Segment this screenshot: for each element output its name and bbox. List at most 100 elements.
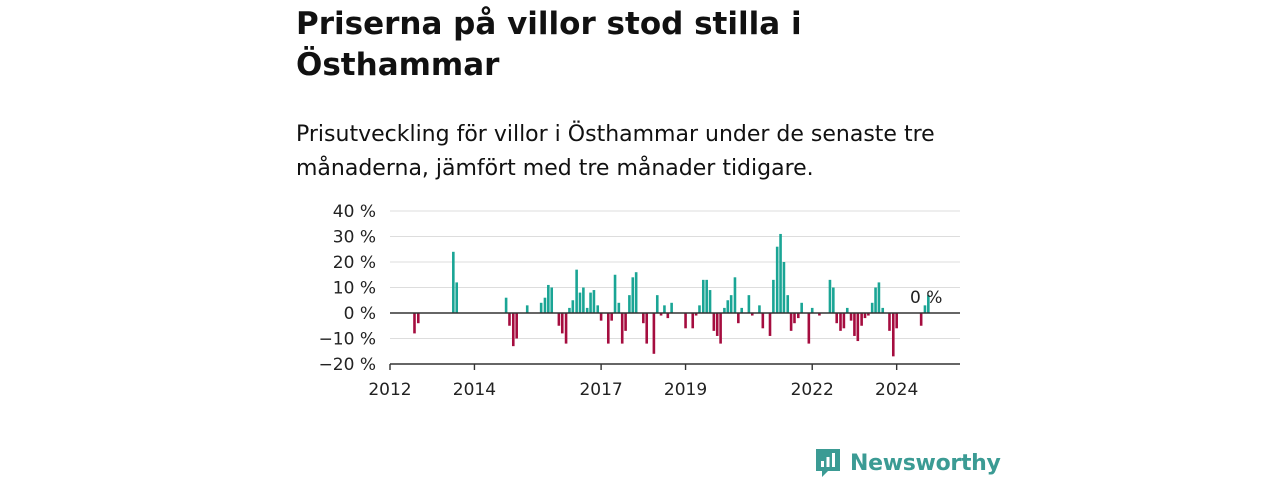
chart-title: Priserna på villor stod stilla i Östhamm… [296,6,802,83]
bar [568,307,571,313]
bar [870,302,874,313]
bar [455,282,459,313]
bar [589,292,592,313]
bar [712,313,716,331]
bar [543,297,547,313]
bar [881,307,885,313]
bar [818,313,821,316]
bar [610,313,613,321]
bar [891,313,895,357]
bar [895,313,898,329]
bar [557,313,561,326]
bar [652,313,656,354]
bar [758,305,761,313]
axes [390,312,960,365]
latest-value-label: 0 % [910,288,942,308]
bar [504,297,508,313]
bar [663,305,666,313]
bar [786,295,790,313]
bar [547,284,550,313]
bar [867,313,870,316]
bar [832,287,835,313]
bar [789,313,793,331]
bar [782,262,786,313]
bar [620,313,624,344]
bar [508,313,511,326]
bar [835,313,839,324]
y-tick-label: −10 % [319,330,376,350]
bar [860,313,863,326]
bar [655,295,659,313]
x-tick-label: 2012 [368,380,411,400]
bar [708,290,712,313]
bar [511,313,515,347]
bar [856,313,860,342]
bar [740,307,744,313]
bar [606,313,610,344]
x-tick-label: 2014 [453,380,496,400]
bar [582,287,585,313]
bar [634,272,638,313]
bar [575,269,578,313]
bar [631,277,635,313]
bar [849,313,853,321]
bar [413,313,416,334]
bar [624,313,627,331]
bar [863,313,867,319]
bar [750,313,754,316]
bar [810,307,814,313]
bar [842,313,846,329]
bar [839,313,842,331]
annotations: 0 % [910,288,942,308]
bar [723,307,726,313]
bar [684,313,687,329]
x-tick-label: 2019 [664,380,707,400]
bar [715,313,719,336]
newsworthy-logo-icon [816,449,840,477]
bar [877,282,881,313]
bar [645,313,649,344]
bar [927,295,930,313]
bar [613,274,617,313]
brand-name: Newsworthy [850,450,1001,476]
bar [761,313,765,329]
bar [564,313,568,344]
bar [888,313,891,331]
bar [525,305,529,313]
bar [694,313,698,316]
bar [733,277,737,313]
bar [578,292,582,313]
bar [617,302,621,313]
x-tick-label: 2024 [875,380,918,400]
bar [775,246,779,313]
x-axis-labels: 2012 2014 2017 2019 2022 2024 [368,364,918,400]
bar [800,302,803,313]
bar [793,313,796,324]
bar [747,295,751,313]
bar [719,313,722,344]
bar [560,313,564,334]
bar [670,302,673,313]
bar [628,295,631,313]
bar [642,313,645,324]
y-tick-label: −20 % [319,355,376,375]
bar [874,287,877,313]
y-tick-label: 40 % [333,202,376,222]
bar [726,300,730,313]
y-tick-label: 30 % [333,228,376,248]
bar [923,305,927,313]
bar [515,313,518,339]
bar [550,287,554,313]
bar [845,307,849,313]
bar [828,279,832,313]
bar [701,279,705,313]
y-tick-label: 0 % [344,304,376,324]
y-tick-label: 10 % [333,279,376,299]
bar [853,313,856,336]
bar [592,290,596,313]
bar [807,313,811,344]
bar [659,313,663,316]
bar [919,313,923,326]
bar [705,279,708,313]
